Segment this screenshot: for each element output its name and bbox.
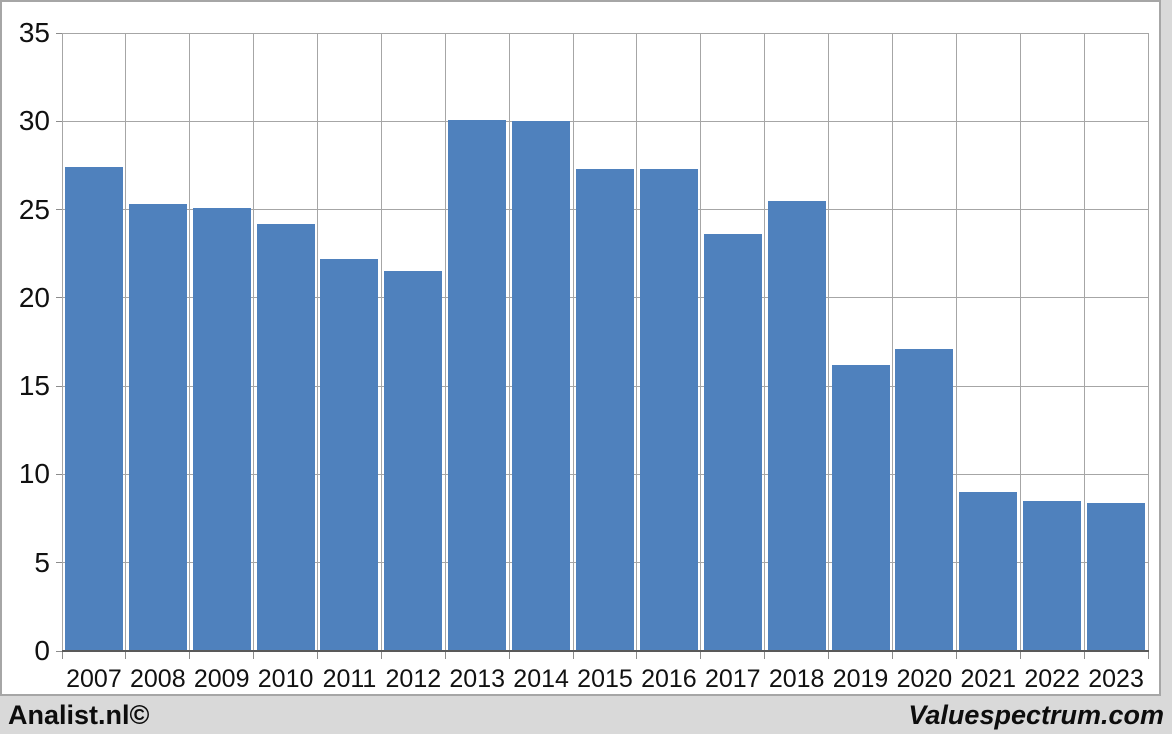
analist-watermark: Analist.nl© — [8, 699, 150, 730]
x-tick-label: 2007 — [66, 665, 122, 693]
y-axis-line — [62, 33, 63, 651]
bar-2015 — [576, 168, 634, 651]
x-axis-tick — [1147, 652, 1149, 659]
v-gridline — [828, 33, 830, 651]
v-gridline — [380, 33, 382, 651]
y-tick-label: 25 — [18, 193, 50, 225]
y-tick-label: 35 — [18, 17, 50, 48]
bar-2023 — [1087, 502, 1146, 651]
x-tick-label: 2022 — [1024, 665, 1080, 693]
plot-right-border — [1148, 33, 1149, 651]
x-axis-tick — [955, 652, 957, 659]
y-tick-label: 15 — [18, 370, 50, 402]
x-tick-label: 2019 — [832, 665, 889, 693]
y-tick-label: 30 — [18, 105, 50, 137]
v-gridline — [508, 33, 510, 651]
y-axis-tick — [56, 120, 62, 122]
x-tick-label: 2010 — [257, 665, 314, 693]
x-axis-line — [62, 650, 1149, 652]
x-axis-tick — [636, 652, 638, 659]
v-gridline — [444, 33, 446, 651]
v-gridline — [1083, 33, 1085, 651]
bar-2022 — [1023, 500, 1082, 651]
y-tick-label: 10 — [18, 458, 50, 490]
x-axis-tick — [828, 652, 830, 659]
bar-2019 — [831, 364, 890, 651]
x-axis-tick — [380, 652, 382, 659]
v-gridline — [189, 33, 191, 651]
x-tick-label: 2011 — [322, 665, 377, 693]
x-tick-label: 2023 — [1088, 665, 1144, 693]
x-axis-tick — [189, 652, 191, 659]
y-axis-tick — [56, 650, 62, 652]
x-tick-label: 2008 — [130, 665, 186, 693]
x-axis-tick — [1083, 652, 1085, 659]
x-tick-label: 2013 — [449, 665, 506, 693]
x-tick-label: 2012 — [385, 665, 442, 693]
v-gridline — [764, 33, 766, 651]
x-axis-tick — [61, 652, 63, 659]
bar-2020 — [895, 349, 954, 651]
y-axis-tick — [56, 209, 62, 211]
h-gridline — [62, 120, 1148, 122]
bar-2012 — [384, 271, 443, 651]
v-gridline — [125, 33, 127, 651]
x-tick-label: 2021 — [960, 665, 1017, 693]
bar-2008 — [128, 204, 187, 651]
v-gridline — [700, 33, 702, 651]
x-axis-tick — [764, 652, 766, 659]
plot-area: 0 5 10 15 20 25 30 35 2007 2008 2009 2010 2011 2012 20… — [18, 17, 1149, 693]
y-axis-tick — [56, 32, 62, 34]
x-axis-tick — [317, 652, 319, 659]
v-gridline — [253, 33, 255, 651]
y-tick-label: 0 — [34, 635, 50, 666]
v-gridline — [636, 33, 638, 651]
v-gridline — [317, 33, 319, 651]
x-axis-tick — [125, 652, 127, 659]
x-axis-tick — [253, 652, 255, 659]
x-tick-label: 2018 — [768, 665, 825, 693]
h-gridline — [62, 32, 1148, 34]
y-axis-tick — [56, 473, 62, 475]
v-gridline — [1019, 33, 1021, 651]
v-gridline — [572, 33, 574, 651]
bar-2014 — [512, 121, 571, 651]
y-tick-label: 20 — [18, 281, 50, 313]
x-axis-tick — [508, 652, 510, 659]
y-tick-label: 5 — [34, 546, 50, 578]
bar-2010 — [256, 223, 315, 651]
bar-2016 — [639, 168, 698, 651]
bar-2021 — [959, 492, 1018, 651]
bar-2018 — [767, 200, 826, 651]
v-gridline — [955, 33, 957, 651]
footer-bar: Analist.nl© Valuespectrum.com — [0, 696, 1172, 734]
x-axis-tick — [572, 652, 574, 659]
x-tick-label: 2014 — [513, 665, 569, 693]
y-axis-tick — [56, 297, 62, 299]
bar-2011 — [320, 259, 379, 651]
bar-2009 — [192, 207, 251, 651]
x-axis-tick — [700, 652, 702, 659]
valuespectrum-watermark: Valuespectrum.com — [908, 699, 1164, 730]
y-axis-tick — [56, 562, 62, 564]
x-tick-label: 2015 — [577, 665, 633, 693]
x-tick-label: 2009 — [193, 665, 250, 693]
x-tick-label: 2020 — [896, 665, 953, 693]
y-axis-tick — [56, 385, 62, 387]
x-tick-label: 2016 — [641, 665, 697, 693]
bar-2013 — [448, 119, 507, 651]
bar-2017 — [703, 234, 762, 651]
bar-2007 — [64, 167, 123, 651]
x-axis-tick — [891, 652, 893, 659]
x-axis-tick — [1019, 652, 1021, 659]
x-axis-tick — [444, 652, 446, 659]
v-gridline — [891, 33, 893, 651]
x-tick-label: 2017 — [704, 665, 761, 693]
